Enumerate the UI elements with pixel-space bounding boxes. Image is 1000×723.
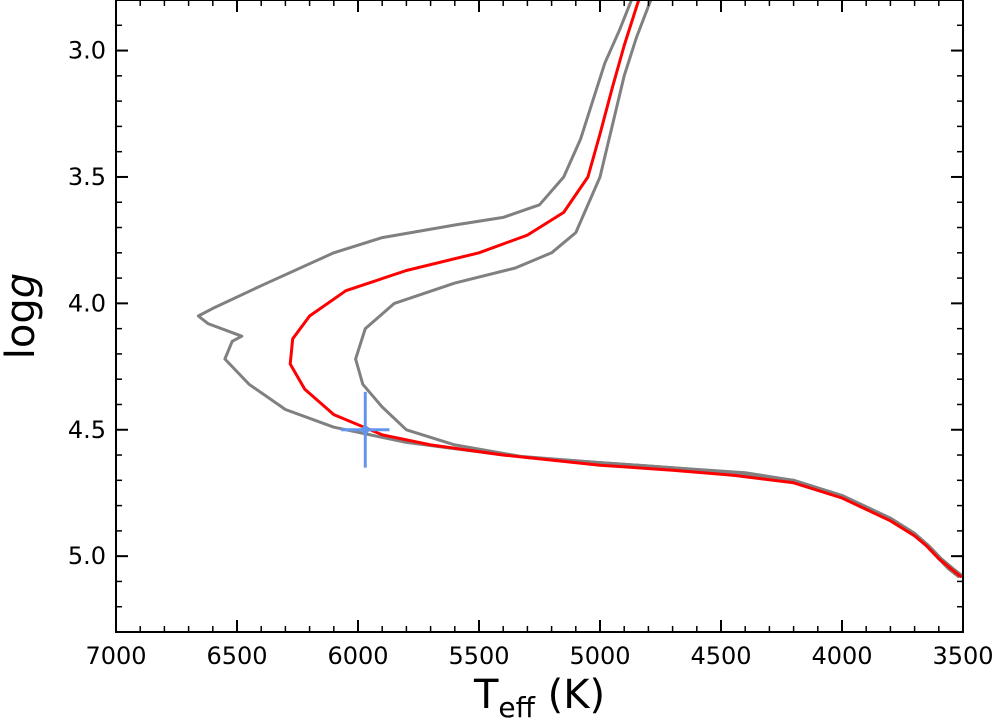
x-axis-label-unit: (K) [535, 672, 605, 718]
x-tick-label: 4000 [811, 642, 872, 670]
y-tick-label: 5.0 [68, 542, 106, 570]
y-axis-label-italic: g [0, 273, 44, 298]
y-tick-label: 3.5 [68, 163, 106, 191]
y-axis-label-main: log [0, 298, 44, 359]
x-tick-label: 5000 [569, 642, 630, 670]
isochrone-best-fit-line [288, 0, 963, 578]
observed-point [361, 425, 370, 434]
x-tick-label: 5500 [448, 642, 509, 670]
x-tick-label: 6500 [206, 642, 267, 670]
x-tick-label: 4500 [690, 642, 751, 670]
ticks-layer: 7000 6500 6000 5500 5000 4500 4000 3500 3.0 3.5 4.… [68, 0, 994, 670]
x-axis-label-main: T [473, 672, 499, 718]
x-axis-label-subscript: eff [498, 691, 535, 723]
x-tick-label: 7000 [85, 642, 146, 670]
isochrone-upper-bound-line [354, 0, 963, 578]
y-tick-label: 4.0 [68, 289, 106, 317]
plot-frame [115, 0, 964, 633]
observed-star-marker [341, 391, 390, 468]
x-axis-label: Teff (K) [473, 672, 605, 723]
y-tick-label: 4.5 [68, 416, 106, 444]
isochrone-lower-bound-line [196, 0, 960, 578]
x-tick-label: 3500 [932, 642, 993, 670]
curves-layer [196, 0, 963, 578]
y-tick-label: 3.0 [68, 37, 106, 65]
y-axis-label: logg [0, 273, 44, 359]
x-tick-label: 6000 [327, 642, 388, 670]
